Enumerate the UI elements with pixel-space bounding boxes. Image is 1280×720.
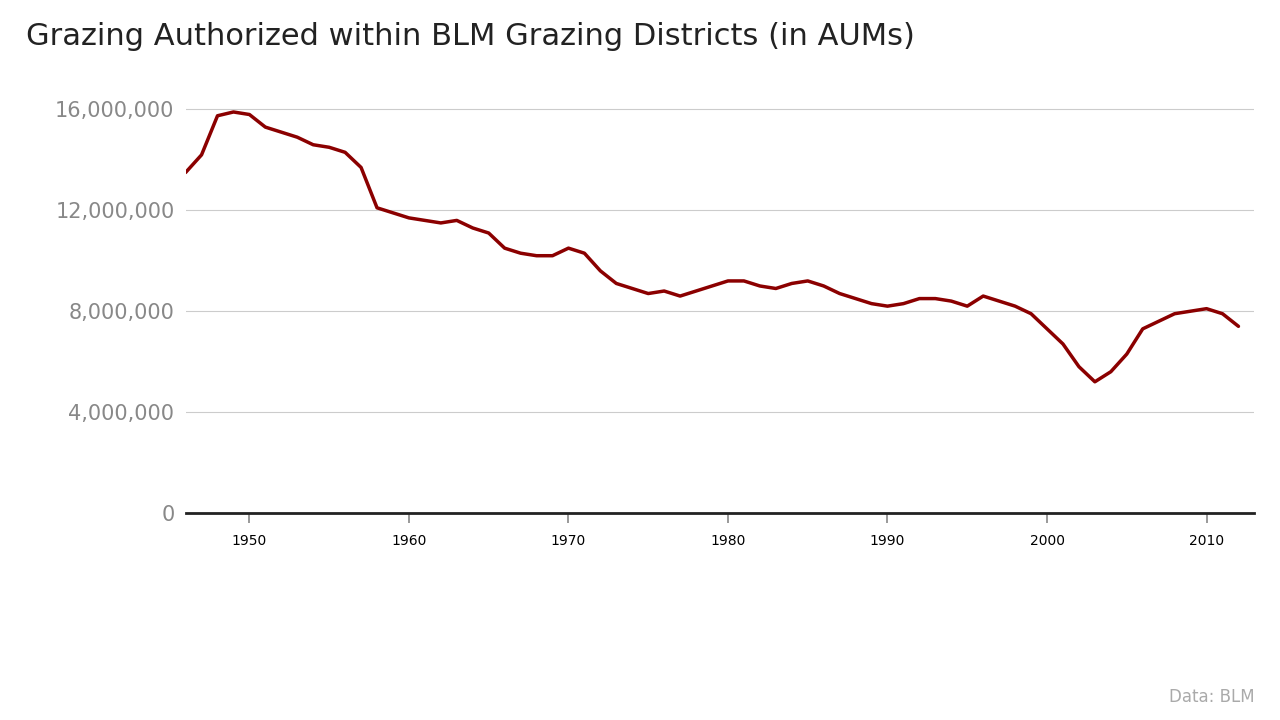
Text: Grazing Authorized within BLM Grazing Districts (in AUMs): Grazing Authorized within BLM Grazing Di… [26,22,914,50]
Text: Data: BLM: Data: BLM [1169,688,1254,706]
